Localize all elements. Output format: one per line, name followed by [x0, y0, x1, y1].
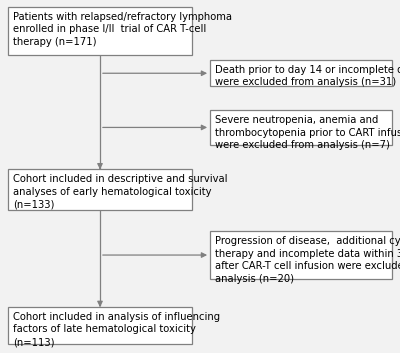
FancyBboxPatch shape [8, 169, 192, 210]
Text: Cohort included in descriptive and survival
analyses of early hematological toxi: Cohort included in descriptive and survi… [13, 174, 228, 210]
Text: Cohort included in analysis of influencing
factors of late hematological toxicit: Cohort included in analysis of influenci… [13, 312, 220, 347]
FancyBboxPatch shape [210, 110, 392, 145]
Text: Progression of disease,  additional cytotoxic
therapy and incomplete data within: Progression of disease, additional cytot… [215, 236, 400, 284]
FancyBboxPatch shape [210, 60, 392, 86]
FancyBboxPatch shape [8, 307, 192, 344]
FancyBboxPatch shape [210, 231, 392, 279]
Text: Patients with relapsed/refractory lymphoma
enrolled in phase I/II  trial of CAR : Patients with relapsed/refractory lympho… [13, 12, 232, 47]
Text: Death prior to day 14 or incomplete data
were excluded from analysis (n=31): Death prior to day 14 or incomplete data… [215, 65, 400, 88]
Text: Severe neutropenia, anemia and
thrombocytopenia prior to CART infusion
were excl: Severe neutropenia, anemia and thrombocy… [215, 115, 400, 150]
FancyBboxPatch shape [8, 7, 192, 55]
